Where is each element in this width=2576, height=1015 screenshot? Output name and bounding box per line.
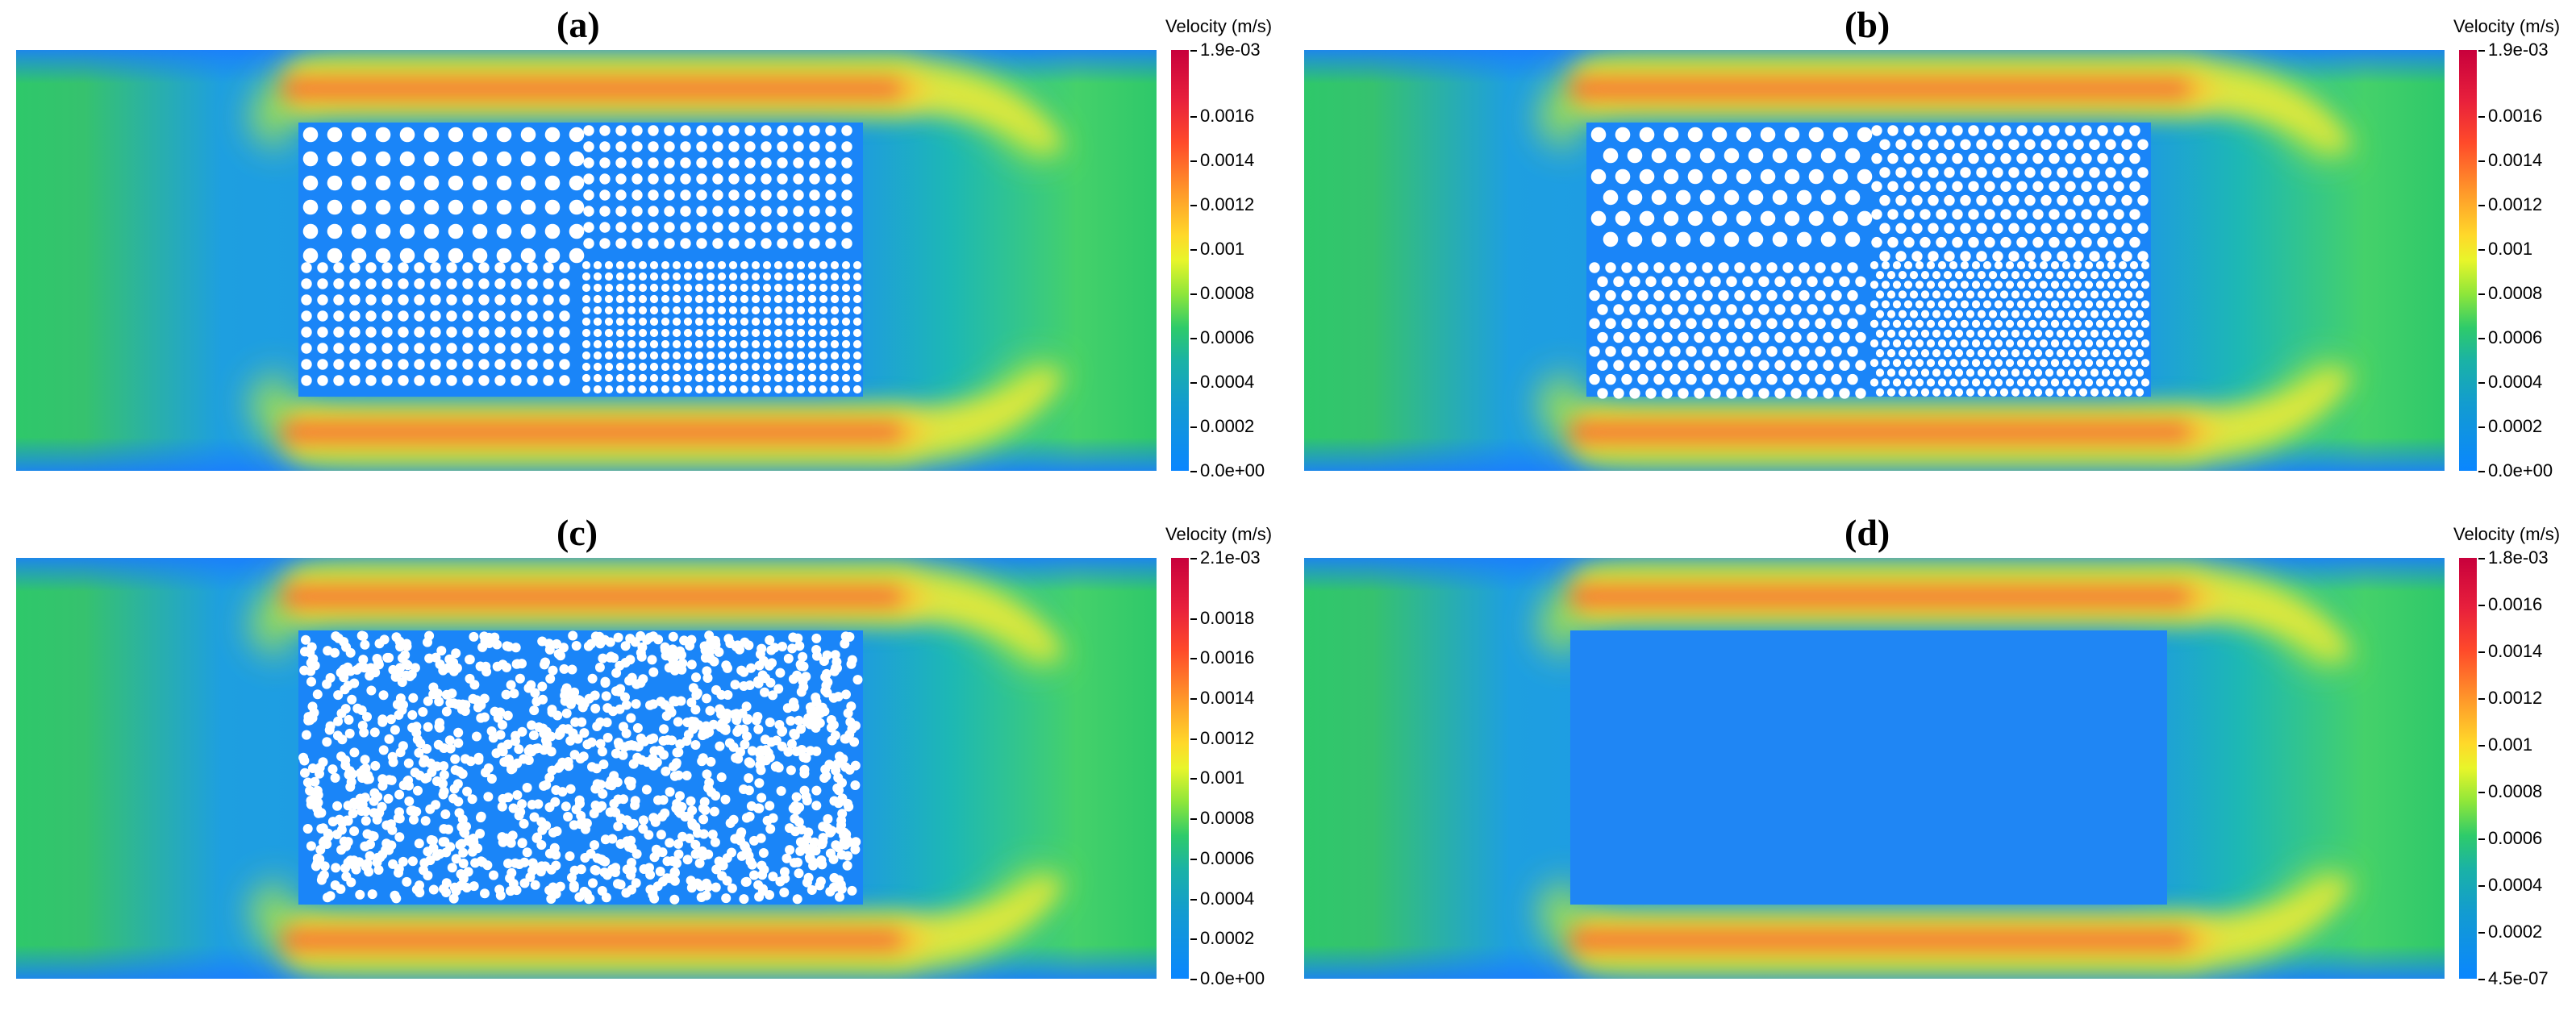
colorbar-tick-label: 0.0012 <box>1190 194 1255 215</box>
colorbar-tick-label: 0.0002 <box>2478 416 2543 437</box>
colorbar-tick-label: 4.5e-07 <box>2478 968 2549 988</box>
porous-region <box>1586 123 2151 399</box>
panel-a: (a) Velocity (m/s) 1.9e-03 0.0016 0.0014 0.00… <box>0 0 1288 507</box>
colorbar-tick-label: 0.0018 <box>1190 607 1255 628</box>
colorbar-tick-label: 0.0008 <box>1190 808 1255 829</box>
panel-label: (b) <box>1844 4 1890 45</box>
colorbar-tick-label: 0.001 <box>2478 239 2533 260</box>
colorbar <box>1171 558 1189 979</box>
velocity-field <box>1304 50 2445 471</box>
colorbar-tick-label: 0.0002 <box>1190 928 1255 949</box>
colorbar-tick-label: 0.0002 <box>2478 921 2543 942</box>
colorbar-tick-label: 0.001 <box>2478 734 2533 755</box>
colorbar-title: Velocity (m/s) <box>1165 16 1273 36</box>
colorbar-tick-label: 0.0016 <box>2478 106 2543 127</box>
porous-region <box>298 123 863 397</box>
colorbar-tick-label: 0.0006 <box>1190 847 1255 868</box>
panel-d: (d) Velocity (m/s) 1.8e-03 0.0016 0.0014 0.00… <box>1288 508 2576 1015</box>
colorbar-tick-label: 0.0014 <box>2478 641 2543 662</box>
colorbar-tick-label: 0.0016 <box>1190 647 1255 668</box>
colorbar-tick-label: 0.0008 <box>1190 283 1255 304</box>
colorbar-tick-label: 2.1e-03 <box>1190 547 1261 568</box>
colorbar-tick-label: 1.9e-03 <box>1190 40 1261 60</box>
velocity-field <box>16 50 1157 471</box>
colorbar-title: Velocity (m/s) <box>1165 524 1273 544</box>
bottom-jet <box>282 403 927 461</box>
colorbar-tick-label: 0.0012 <box>2478 688 2543 709</box>
bottom-jet <box>282 911 927 969</box>
colorbar-tick-label: 0.0006 <box>1190 327 1255 348</box>
top-jet <box>282 568 927 626</box>
panel-b: (b) Velocity (m/s) 1.9e-03 0.0016 0.0014 0.00… <box>1288 0 2576 507</box>
colorbar <box>2459 50 2477 471</box>
porous-region <box>298 630 863 905</box>
colorbar-tick-label: 0.0004 <box>2478 875 2543 896</box>
panel-label: (d) <box>1844 512 1890 553</box>
panel-c: (c) Velocity (m/s) 2.1e-03 0.0018 0.0016 0.00… <box>0 508 1288 1015</box>
colorbar-title: Velocity (m/s) <box>2453 524 2561 544</box>
colorbar-tick-label: 0.0014 <box>1190 150 1255 171</box>
colorbar-tick-label: 0.0e+00 <box>1190 460 1265 480</box>
colorbar-tick-label: 0.0012 <box>1190 727 1255 748</box>
colorbar-title: Velocity (m/s) <box>2453 16 2561 36</box>
panel-label: (a) <box>556 4 600 45</box>
colorbar-tick-label: 0.001 <box>1190 239 1245 260</box>
colorbar-tick-label: 0.0002 <box>1190 416 1255 437</box>
colorbar-tick-label: 0.0008 <box>2478 781 2543 802</box>
colorbar-tick-label: 0.0004 <box>1190 888 1255 909</box>
colorbar-tick-label: 0.001 <box>1190 767 1245 788</box>
colorbar-tick-label: 1.9e-03 <box>2478 40 2549 60</box>
top-jet <box>282 60 927 118</box>
colorbar-tick-label: 0.0016 <box>1190 106 1255 127</box>
colorbar-tick-label: 0.0e+00 <box>1190 968 1265 988</box>
bottom-jet <box>1570 403 2215 461</box>
velocity-field <box>16 558 1157 979</box>
colorbar-tick-label: 0.0004 <box>2478 372 2543 393</box>
colorbar <box>1171 50 1189 471</box>
porous-region <box>1570 630 2167 905</box>
colorbar-tick-label: 0.0012 <box>2478 194 2543 215</box>
colorbar-tick-label: 0.0004 <box>1190 372 1255 393</box>
colorbar-tick-label: 0.0016 <box>2478 594 2543 614</box>
colorbar <box>2459 558 2477 979</box>
bottom-jet <box>1570 911 2215 969</box>
colorbar-tick-label: 0.0008 <box>2478 283 2543 304</box>
colorbar-tick-label: 0.0014 <box>2478 150 2543 171</box>
colorbar-tick-label: 0.0006 <box>2478 828 2543 849</box>
colorbar-tick-label: 0.0014 <box>1190 688 1255 708</box>
top-jet <box>1570 568 2215 626</box>
colorbar-tick-label: 0.0006 <box>2478 327 2543 348</box>
velocity-field <box>1304 558 2445 979</box>
top-jet <box>1570 60 2215 118</box>
panel-label: (c) <box>556 512 598 553</box>
colorbar-tick-label: 0.0e+00 <box>2478 460 2553 480</box>
colorbar-tick-label: 1.8e-03 <box>2478 547 2549 568</box>
